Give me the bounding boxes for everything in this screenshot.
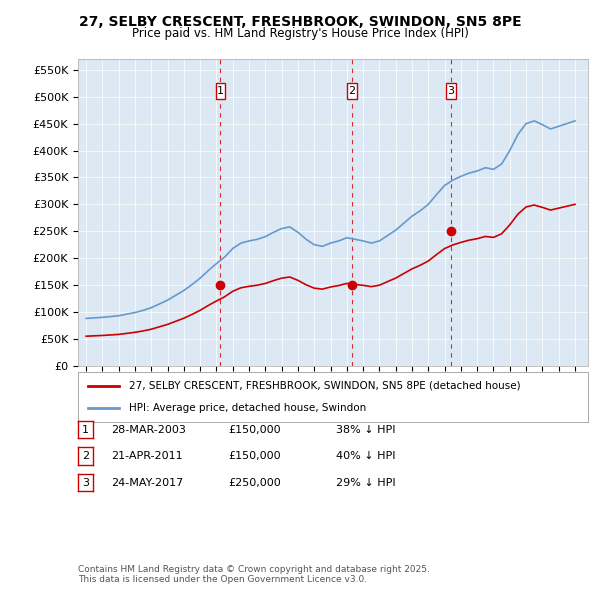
Text: 1: 1 [82, 425, 89, 434]
Text: 2: 2 [82, 451, 89, 461]
Text: 40% ↓ HPI: 40% ↓ HPI [336, 451, 395, 461]
FancyBboxPatch shape [446, 83, 456, 99]
Text: 27, SELBY CRESCENT, FRESHBROOK, SWINDON, SN5 8PE (detached house): 27, SELBY CRESCENT, FRESHBROOK, SWINDON,… [129, 381, 521, 391]
Text: £150,000: £150,000 [228, 425, 281, 434]
Text: HPI: Average price, detached house, Swindon: HPI: Average price, detached house, Swin… [129, 403, 366, 413]
Text: 1: 1 [217, 86, 224, 96]
Text: 27, SELBY CRESCENT, FRESHBROOK, SWINDON, SN5 8PE: 27, SELBY CRESCENT, FRESHBROOK, SWINDON,… [79, 15, 521, 29]
Text: 3: 3 [448, 86, 455, 96]
Text: 24-MAY-2017: 24-MAY-2017 [111, 478, 183, 487]
Text: Contains HM Land Registry data © Crown copyright and database right 2025.
This d: Contains HM Land Registry data © Crown c… [78, 565, 430, 584]
Text: Price paid vs. HM Land Registry's House Price Index (HPI): Price paid vs. HM Land Registry's House … [131, 27, 469, 40]
Text: 29% ↓ HPI: 29% ↓ HPI [336, 478, 395, 487]
Text: 2: 2 [349, 86, 355, 96]
FancyBboxPatch shape [347, 83, 357, 99]
Text: 21-APR-2011: 21-APR-2011 [111, 451, 182, 461]
Text: 38% ↓ HPI: 38% ↓ HPI [336, 425, 395, 434]
Text: 28-MAR-2003: 28-MAR-2003 [111, 425, 186, 434]
Text: £150,000: £150,000 [228, 451, 281, 461]
Text: 3: 3 [82, 478, 89, 487]
Text: £250,000: £250,000 [228, 478, 281, 487]
FancyBboxPatch shape [215, 83, 225, 99]
